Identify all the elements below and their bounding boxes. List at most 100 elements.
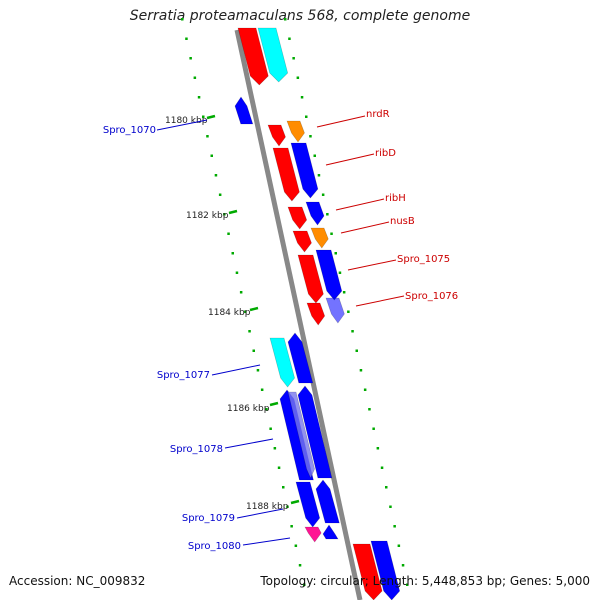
tick-label: 1188 kbp: [246, 502, 289, 512]
scale-dot: [189, 57, 192, 60]
tick-mark: [269, 401, 279, 407]
gene-spro-1075-blue[interactable]: [315, 249, 343, 301]
gene-nusB-orange[interactable]: [310, 227, 329, 249]
scale-dot: [313, 154, 316, 157]
genome-backbone: [234, 29, 363, 600]
scale-dot: [202, 115, 205, 118]
scale-dot: [401, 564, 405, 567]
scale-dot: [355, 349, 358, 352]
label-leader: [355, 295, 405, 307]
label-leader: [236, 508, 284, 519]
scale-dot: [239, 291, 243, 294]
scale-dot: [389, 505, 392, 508]
gene-spro-1079-blue-b[interactable]: [315, 479, 340, 524]
gene-spro-1076-red[interactable]: [306, 302, 326, 326]
scale-dot: [223, 213, 226, 216]
scale-dot: [235, 271, 239, 274]
scale-dot: [284, 18, 287, 21]
gene-label-spro-1079[interactable]: Spro_1079: [182, 513, 235, 524]
gene-nusB-red[interactable]: [292, 230, 312, 253]
scale-dot: [282, 486, 285, 489]
gene-label-nusB[interactable]: nusB: [390, 216, 415, 227]
scale-dot: [292, 57, 295, 60]
tick-label: 1180 kbp: [165, 116, 208, 126]
gene-label-spro-1070[interactable]: Spro_1070: [103, 125, 156, 136]
scale-dot: [393, 525, 396, 528]
scale-dot: [380, 466, 384, 469]
gene-bottom-red[interactable]: [352, 543, 383, 600]
gene-label-spro-1077[interactable]: Spro_1077: [157, 370, 210, 381]
gene-label-ribH[interactable]: ribH: [385, 193, 406, 204]
gene-nrdR-red[interactable]: [267, 124, 286, 147]
scale-dot: [342, 291, 346, 294]
scale-dot: [385, 486, 388, 489]
scale-dot: [197, 96, 201, 99]
scale-dot: [231, 252, 234, 255]
scale-dots-right: [284, 18, 409, 586]
kbp-tick-labels: 1180 kbp 1182 kbp 1184 kbp 1186 kbp 1188…: [165, 116, 289, 512]
scale-dot: [252, 349, 255, 352]
gene-spro-1080-blue[interactable]: [322, 524, 339, 540]
kbp-ticks: [206, 114, 300, 505]
gene-label-ribD[interactable]: ribD: [375, 148, 396, 159]
scale-dot: [185, 37, 188, 40]
tick-label: 1184 kbp: [208, 308, 251, 318]
gene-nrdR-orange[interactable]: [286, 120, 305, 143]
scale-dot: [397, 544, 401, 547]
gene-label-nrdR[interactable]: nrdR: [366, 109, 390, 120]
scale-dot: [363, 388, 367, 391]
scale-dot: [248, 330, 251, 333]
scale-dot: [326, 213, 329, 216]
gene-label-spro-1078[interactable]: Spro_1078: [170, 444, 223, 455]
scale-dot: [300, 96, 304, 99]
scale-dot: [298, 564, 302, 567]
gene-spro-1080-magenta[interactable]: [304, 526, 322, 543]
tick-mark: [290, 499, 300, 505]
gene-label-spro-1080[interactable]: Spro_1080: [188, 541, 241, 552]
tick-mark: [206, 114, 216, 120]
genome-summary: Topology: circular; Length: 5,448,853 bp…: [260, 574, 590, 588]
scale-dot: [193, 76, 197, 79]
scale-dot: [303, 583, 306, 586]
gene-spro-1070[interactable]: [234, 96, 254, 125]
left-label-leaders: [156, 119, 291, 546]
gene-top-cyan[interactable]: [257, 27, 289, 83]
gene-spro-1078-violet[interactable]: [287, 391, 315, 479]
scale-dot: [265, 408, 268, 411]
scale-dot: [330, 232, 333, 235]
gene-spro-1077-blue[interactable]: [287, 332, 314, 384]
gene-ribD-blue[interactable]: [290, 142, 319, 199]
gene-spro-1076-violet[interactable]: [325, 297, 345, 324]
scale-dot: [218, 193, 222, 196]
gene-spro-1077-cyan[interactable]: [269, 337, 295, 388]
gene-spro-1079-blue-a[interactable]: [295, 481, 321, 528]
gene-spro-1075-red[interactable]: [297, 254, 324, 304]
gene-ribD-red[interactable]: [272, 147, 300, 202]
scale-dot: [351, 330, 354, 333]
scale-dot: [294, 544, 298, 547]
right-label-leaders: [316, 115, 405, 307]
gene-ribH-red[interactable]: [287, 206, 308, 230]
label-leader: [347, 259, 397, 271]
scale-dot: [227, 232, 230, 235]
scale-dot: [277, 466, 281, 469]
scale-dot: [296, 76, 300, 79]
right-labels: nrdR ribD ribH nusB Spro_1075 Spro_1076: [366, 109, 458, 302]
scale-dot: [269, 427, 272, 430]
scale-dot: [376, 447, 380, 450]
tick-mark: [249, 306, 259, 312]
scale-dot: [214, 174, 218, 177]
gene-label-spro-1075[interactable]: Spro_1075: [397, 254, 450, 265]
scale-dot: [368, 408, 371, 411]
scale-dot: [347, 310, 350, 313]
scale-dots-left: [181, 18, 306, 586]
label-leader: [325, 153, 375, 166]
map-title: Serratia proteamaculans 568, complete ge…: [129, 8, 471, 24]
gene-label-spro-1076[interactable]: Spro_1076: [405, 291, 458, 302]
scale-dot: [305, 115, 308, 118]
gene-ribH-blue[interactable]: [305, 201, 325, 226]
scale-dot: [372, 427, 375, 430]
gene-spro-1078-blue-b[interactable]: [297, 385, 333, 479]
gene-bottom-blue[interactable]: [370, 540, 401, 600]
gene-top-red[interactable]: [237, 27, 269, 86]
